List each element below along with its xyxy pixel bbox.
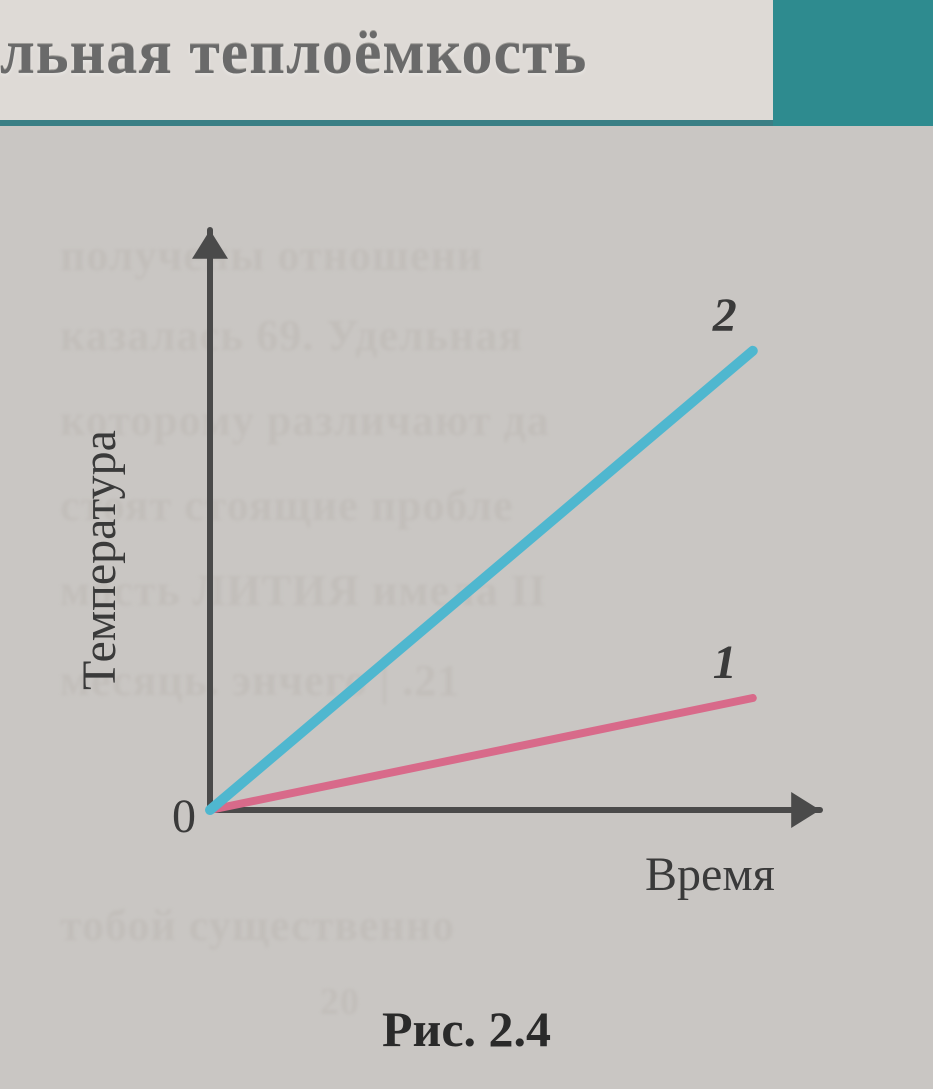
temperature-time-chart: 0 Время Температура 1 2 <box>40 210 860 970</box>
figure-caption: Рис. 2.4 <box>0 1000 933 1058</box>
series-label-1: 1 <box>713 636 737 689</box>
header-accent-block <box>773 0 933 126</box>
page-root: льная теплоёмкость получены отношени каз… <box>0 0 933 1089</box>
header-bar: льная теплоёмкость <box>0 0 933 140</box>
chart-svg: 0 Время Температура 1 2 <box>40 210 860 970</box>
x-axis-label: Время <box>645 848 775 901</box>
series-1 <box>210 698 753 810</box>
page-title: льная теплоёмкость <box>0 18 770 89</box>
origin-label: 0 <box>172 790 196 843</box>
y-axis-label: Температура <box>73 430 126 690</box>
series-label-2: 2 <box>712 289 737 342</box>
series-2 <box>210 351 753 810</box>
